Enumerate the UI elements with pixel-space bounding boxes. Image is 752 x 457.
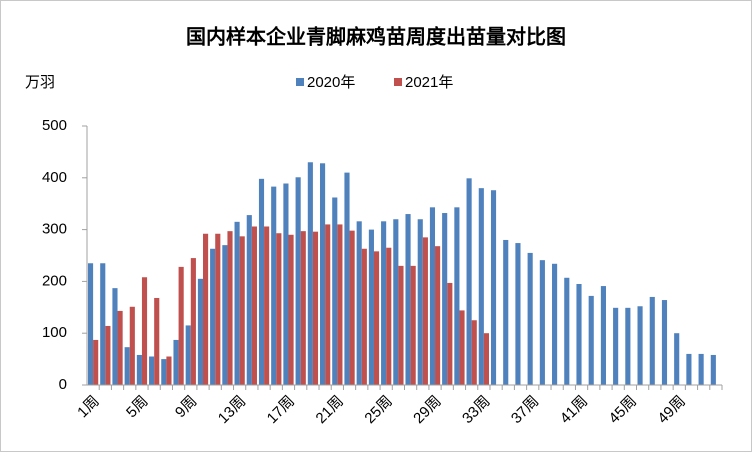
bar (539, 260, 545, 385)
bar (325, 224, 331, 385)
bar (356, 221, 362, 385)
bar (295, 177, 301, 385)
bar (710, 354, 716, 385)
bar (686, 353, 692, 385)
bar (674, 333, 680, 385)
bar (344, 172, 350, 385)
bar (271, 186, 277, 385)
bar (454, 207, 460, 385)
legend-label: 2020年 (307, 74, 355, 91)
bar (576, 283, 582, 385)
bar (613, 307, 619, 385)
bar (368, 229, 374, 385)
bar (552, 263, 558, 385)
bar (87, 263, 94, 385)
bar (100, 263, 106, 385)
bar (166, 356, 172, 385)
bar (124, 347, 130, 385)
bar (112, 288, 118, 385)
bar (239, 236, 245, 385)
bar (503, 239, 509, 385)
bar (307, 162, 313, 385)
bar (637, 306, 643, 385)
bar (410, 265, 416, 385)
y-tick-label: 100 (42, 324, 67, 341)
bar (136, 354, 142, 385)
bar (141, 277, 148, 385)
bar (361, 248, 367, 385)
legend-swatch (296, 78, 304, 86)
chart-title: 国内样本企业青脚麻鸡苗周度出苗量对比图 (186, 24, 566, 48)
bar (227, 231, 233, 385)
bar (258, 178, 265, 385)
bar (564, 277, 570, 385)
bar (483, 333, 490, 385)
bar (178, 266, 184, 385)
bar (173, 339, 179, 385)
bar (649, 296, 655, 385)
bar (337, 224, 343, 385)
bar (288, 234, 294, 385)
bar (478, 188, 484, 385)
bar (246, 215, 252, 385)
bar (349, 230, 355, 385)
y-tick-label: 400 (42, 169, 67, 186)
bar (459, 310, 465, 385)
bar (417, 219, 423, 385)
bar (190, 258, 196, 385)
bar (93, 339, 99, 385)
y-axis-label: 万羽 (25, 74, 55, 91)
bar (222, 245, 228, 385)
bar (422, 237, 428, 385)
bar (600, 286, 606, 385)
y-tick-label: 300 (42, 221, 67, 238)
bar (264, 226, 270, 385)
bar (319, 163, 326, 385)
bar (154, 297, 160, 385)
bar (471, 320, 477, 385)
y-tick-label: 500 (42, 117, 67, 134)
bar (312, 231, 319, 385)
bar (234, 221, 240, 385)
y-tick-label: 0 (59, 376, 67, 393)
bar (435, 246, 441, 385)
bar (105, 325, 111, 385)
bar (588, 295, 594, 385)
bar (300, 231, 306, 385)
legend-swatch (394, 78, 402, 86)
bar (185, 325, 191, 385)
bar (197, 278, 204, 385)
bar (283, 183, 289, 385)
bar (442, 213, 448, 385)
bar (386, 247, 392, 385)
bar (393, 219, 399, 385)
bar (373, 251, 380, 385)
bar (251, 226, 257, 385)
bar (515, 243, 521, 385)
y-tick-label: 200 (42, 272, 67, 289)
bar (161, 359, 167, 385)
bar (129, 306, 135, 385)
bar (405, 214, 411, 385)
bar (490, 190, 497, 385)
bar (381, 221, 387, 385)
bar (429, 207, 436, 385)
bar (117, 310, 123, 385)
bar (527, 252, 533, 385)
bar (661, 300, 668, 385)
bar (203, 233, 209, 385)
bar (276, 233, 282, 385)
bar (210, 248, 216, 385)
bar (332, 197, 338, 385)
bar (625, 307, 631, 385)
bar (149, 356, 155, 385)
bar (398, 265, 404, 385)
bar (447, 282, 453, 385)
legend-label: 2021年 (405, 74, 453, 91)
bar (466, 178, 472, 385)
bar (698, 353, 704, 385)
bar (215, 233, 221, 385)
